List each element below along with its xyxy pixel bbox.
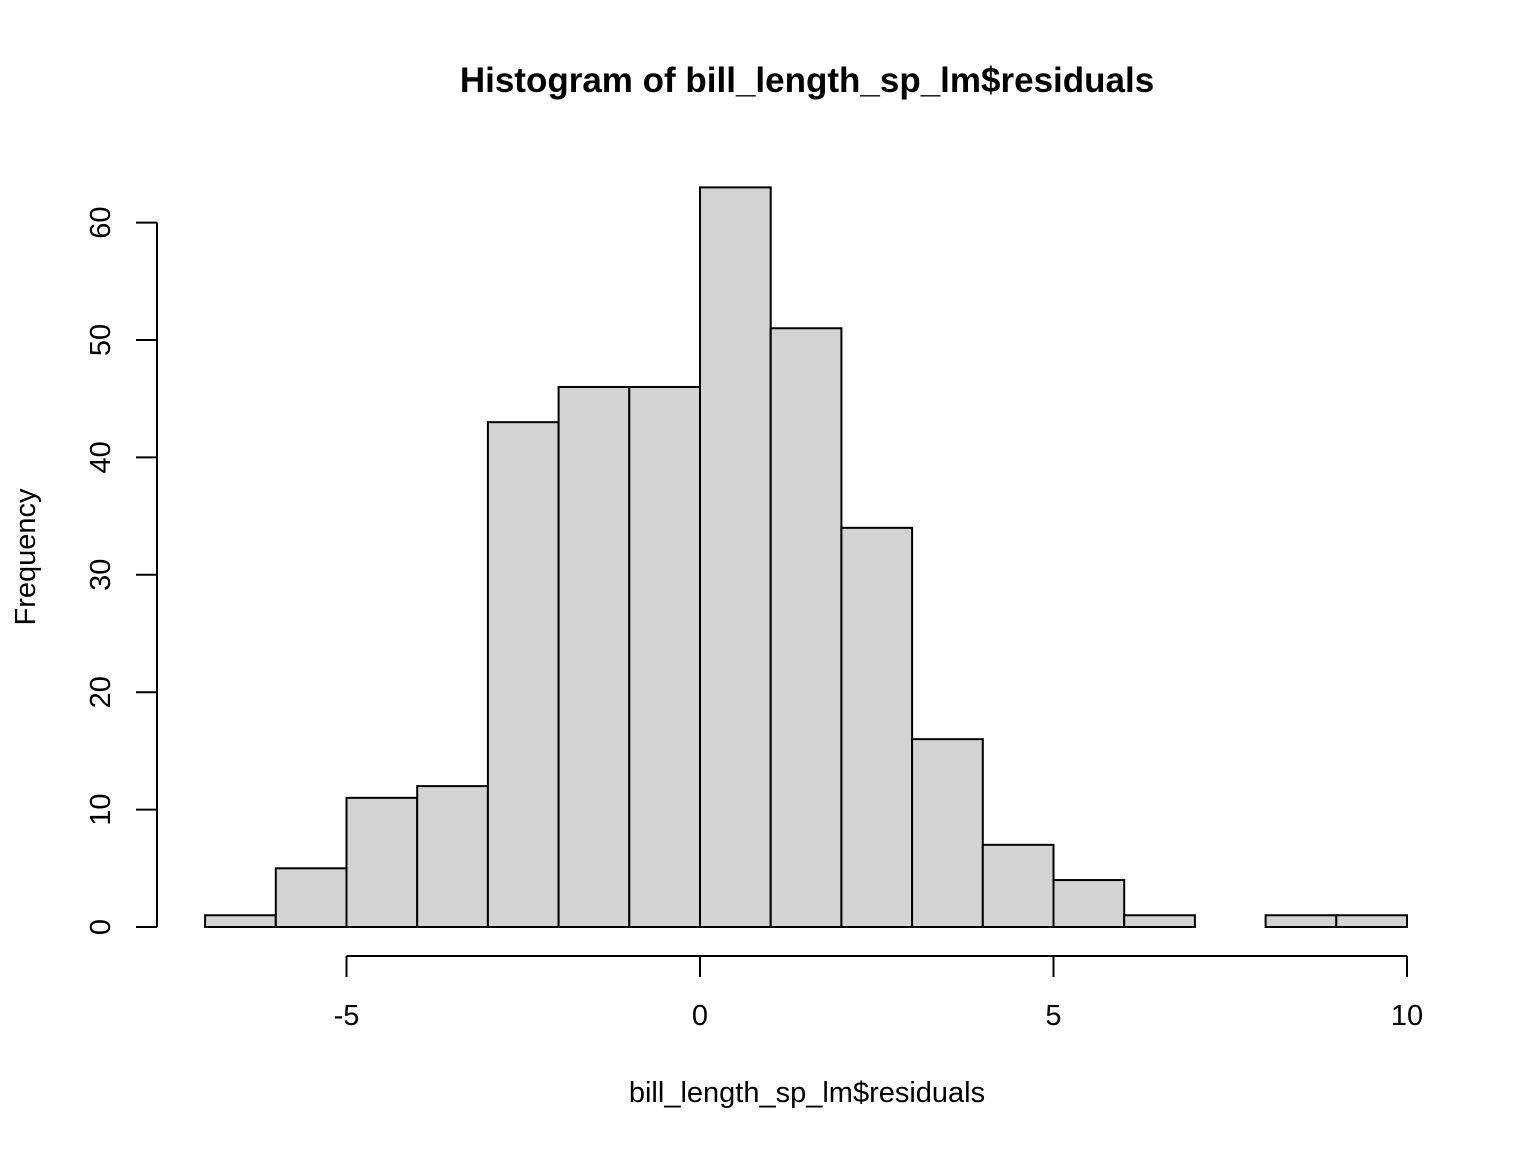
histogram-bar <box>769 327 843 928</box>
histogram-bar <box>1052 879 1126 928</box>
histogram-bar <box>1335 914 1409 929</box>
y-tick-label: 60 <box>85 206 117 238</box>
histogram-bar <box>416 785 489 928</box>
y-tick-label: 40 <box>85 441 117 473</box>
chart-title: Histogram of bill_length_sp_lm$residuals <box>460 61 1154 100</box>
histogram-bar <box>345 796 419 928</box>
histogram-bar <box>1264 914 1338 929</box>
histogram-bar <box>699 186 772 928</box>
x-tick-label: 5 <box>1045 1000 1061 1032</box>
histogram-bar <box>840 526 914 929</box>
x-axis-label: bill_length_sp_lm$residuals <box>629 1077 985 1109</box>
x-axis: -5 0 5 10 <box>334 955 1423 1032</box>
x-tick-label: 10 <box>1391 1000 1423 1032</box>
bars-group <box>204 186 1409 929</box>
histogram-bar <box>486 421 560 928</box>
y-axis-label: Frequency <box>10 488 42 626</box>
histogram-bar <box>628 385 701 928</box>
y-tick-label: 10 <box>85 793 117 825</box>
histogram-bar <box>981 843 1055 929</box>
y-axis: 0 10 20 30 40 50 60 <box>85 206 158 935</box>
x-tick-label: 0 <box>692 1000 708 1032</box>
x-tick-label: -5 <box>334 1000 360 1032</box>
histogram-bar <box>274 867 348 928</box>
y-tick-label: 50 <box>85 324 117 356</box>
histogram-bar <box>557 385 631 928</box>
histogram-bar <box>1123 914 1196 929</box>
histogram-bar <box>204 914 277 929</box>
histogram-bar <box>911 738 984 928</box>
y-tick-label: 0 <box>85 919 117 935</box>
y-tick-label: 30 <box>85 559 117 591</box>
y-tick-label: 20 <box>85 676 117 708</box>
